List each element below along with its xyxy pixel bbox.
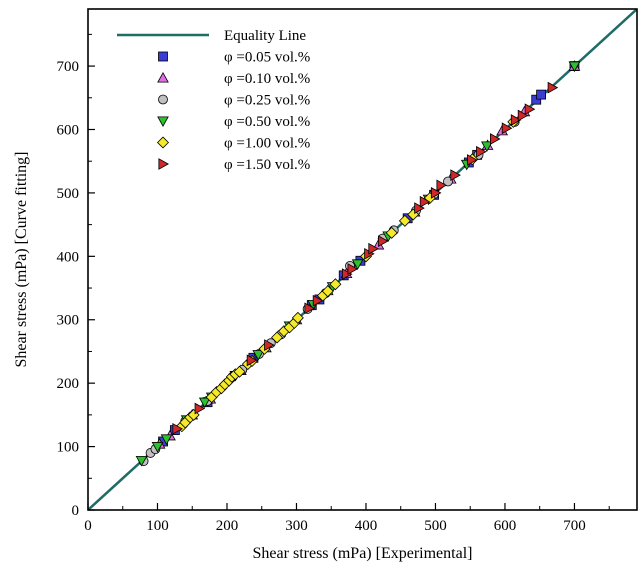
data-point [407,208,420,221]
y-tick-label: 200 [57,376,80,392]
data-point [198,397,211,409]
data-point [151,442,164,453]
data-point [501,122,513,135]
legend-label: φ =0.50 vol.% [224,114,310,130]
data-point [347,263,359,275]
x-tick-label: 100 [146,518,169,534]
data-point [476,145,487,158]
data-point [568,61,581,73]
x-tick-label: 700 [563,518,586,534]
data-point [351,259,364,270]
data-points-layer [135,60,581,467]
y-axis-label: Shear stress (mPa) [Curve fitting] [13,152,30,368]
legend-marker [157,72,169,83]
y-tick-label: 300 [57,313,80,329]
x-tick-label: 300 [285,518,308,534]
legend: Equality Line φ =0.05 vol.% φ =0.10 vol.% φ… [117,28,310,173]
x-tick-label: 400 [355,518,378,534]
data-point [135,455,148,467]
legend-label: φ =0.05 vol.% [224,50,310,66]
x-tick-label: 600 [494,518,517,534]
axes: 0 100 200 300 400 500 600 700 0 100 200 300 400 500 60… [57,8,638,534]
legend-label: φ =1.00 vol.% [224,136,310,152]
legend-label: φ =0.25 vol.% [224,93,310,109]
legend-label: Equality Line [224,28,306,44]
plot-frame [87,8,638,511]
data-point [172,422,183,435]
data-point [233,365,246,378]
data-point [329,278,342,291]
data-point [419,195,431,208]
y-tick-label: 100 [57,440,80,456]
legend-marker [158,51,168,62]
y-tick-label: 600 [57,122,80,138]
y-tick-label: 700 [57,59,80,75]
data-point [264,339,275,351]
data-point [547,81,559,94]
data-point [524,103,536,116]
legend-marker [157,136,169,149]
y-tick-label: 500 [57,186,80,202]
data-point [304,302,315,315]
data-point [321,285,334,298]
data-point [368,242,379,255]
legend-marker [158,94,168,105]
data-point [481,141,493,152]
data-point [510,114,522,126]
x-tick-label: 500 [424,518,447,534]
data-point [517,109,529,122]
data-point [443,176,453,187]
data-point [467,154,478,166]
y-tick-label: 400 [57,249,80,265]
data-point [194,402,206,415]
x-axis-label: Shear stress (mPa) [Experimental] [253,545,473,562]
legend-label: φ =1.50 vol.% [224,157,310,173]
legend-marker [157,116,169,127]
data-point [536,89,546,100]
data-point [312,294,324,307]
series-6 [172,81,559,435]
data-point [430,187,442,199]
data-point [252,350,265,361]
data-point [436,179,448,192]
data-point [291,311,304,324]
x-tick-label: 200 [216,518,239,534]
data-point [450,169,461,182]
data-point [489,133,501,145]
data-point [271,331,284,344]
legend-marker [158,158,169,170]
data-point [385,226,398,239]
data-point [414,202,425,214]
data-point [246,354,258,367]
data-point [378,235,389,247]
legend-label: φ =0.10 vol.% [224,71,310,87]
data-point [398,214,411,227]
x-tick-label: 0 [84,518,92,534]
data-point [160,434,173,445]
y-tick-label: 0 [72,503,80,519]
data-point [341,268,353,280]
